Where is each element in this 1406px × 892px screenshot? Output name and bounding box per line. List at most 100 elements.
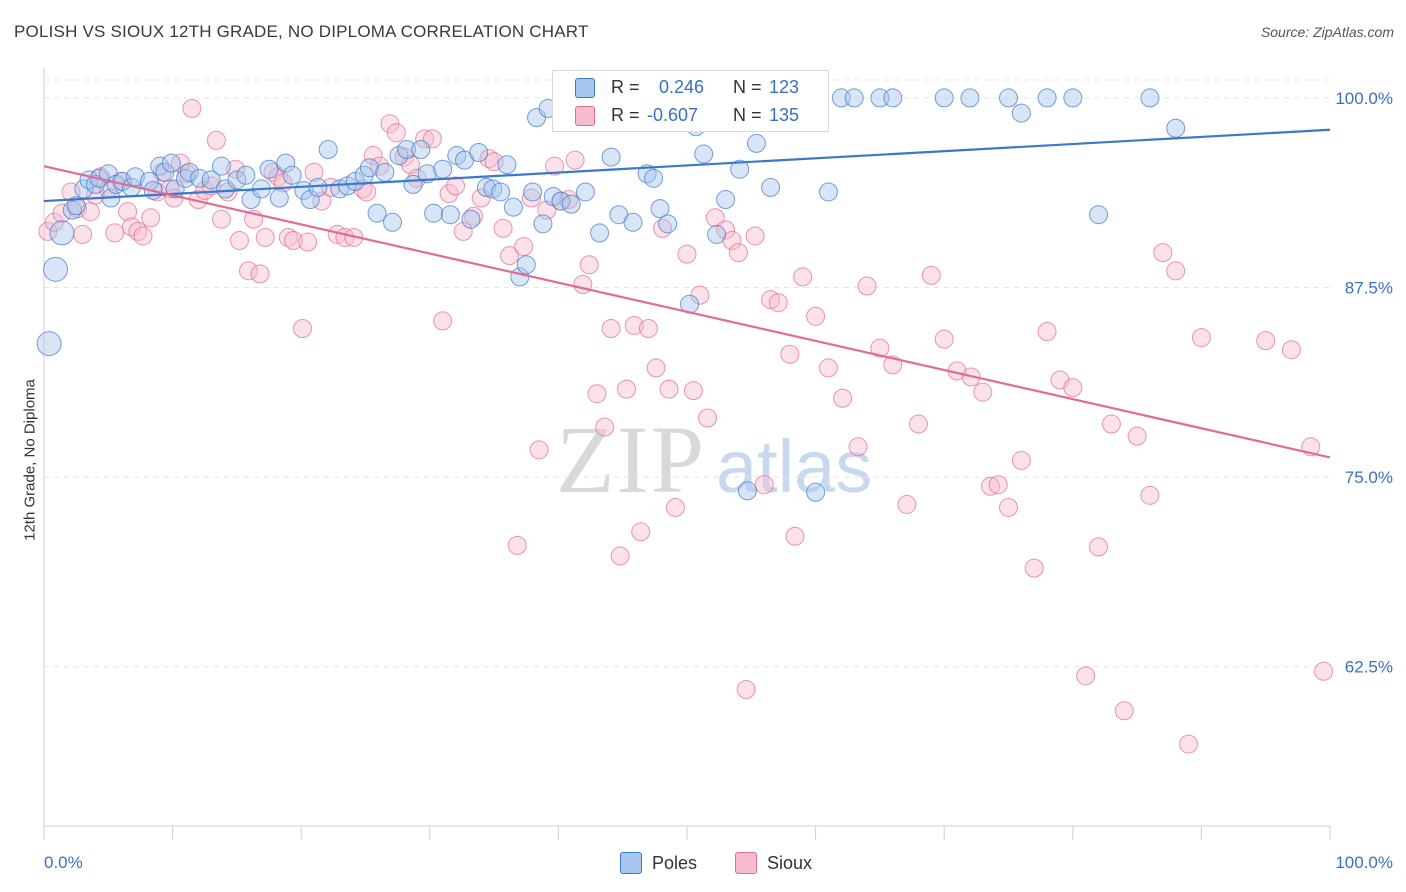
sioux-point xyxy=(250,264,270,284)
sioux-point xyxy=(833,388,853,408)
watermark-atlas: atlas xyxy=(716,425,872,508)
poles-point xyxy=(730,159,750,179)
sioux-point xyxy=(665,497,685,517)
poles-point xyxy=(844,88,864,108)
sioux-point xyxy=(500,246,520,266)
sioux-point xyxy=(565,150,585,170)
legend-sioux-swatch xyxy=(735,852,758,874)
poles-point xyxy=(36,331,62,357)
poles-point xyxy=(623,212,643,232)
sioux-point xyxy=(988,475,1008,495)
sioux-point xyxy=(1179,734,1199,754)
sioux-point xyxy=(1140,485,1160,505)
poles-point xyxy=(440,205,460,225)
sioux-point xyxy=(141,208,161,228)
poles-swatch xyxy=(575,78,595,98)
x-tick-label: 100.0% xyxy=(1335,853,1393,872)
sioux-r-label: R = xyxy=(611,105,640,125)
poles-point xyxy=(601,147,621,167)
sioux-point xyxy=(386,123,406,143)
y-tick-label: 100.0% xyxy=(1335,89,1393,108)
poles-point xyxy=(483,179,503,199)
poles-point xyxy=(359,158,379,178)
sioux-point xyxy=(897,494,917,514)
poles-point xyxy=(1037,88,1057,108)
sioux-point xyxy=(1011,450,1031,470)
x-tick-label: 0.0% xyxy=(44,853,83,872)
poles-point xyxy=(236,165,256,185)
sioux-point xyxy=(278,227,298,247)
poles-point xyxy=(461,209,481,229)
sioux-point xyxy=(363,146,383,166)
sioux-point xyxy=(973,382,993,402)
legend-poles-label: Poles xyxy=(652,852,698,873)
sioux-point xyxy=(573,274,593,294)
sioux-point xyxy=(638,318,658,338)
y-tick-label: 75.0% xyxy=(1345,468,1393,487)
poles-point xyxy=(746,133,766,153)
poles-point xyxy=(716,190,736,210)
stats-row-poles: R = 0.246 N = 123 xyxy=(553,73,828,101)
y-axis-label: 12th Grade, No Diploma xyxy=(21,379,39,541)
sioux-point xyxy=(1063,378,1083,398)
legend: Poles Sioux xyxy=(620,852,812,874)
sioux-point xyxy=(736,679,756,699)
sioux-point xyxy=(698,408,718,428)
poles-point xyxy=(883,88,903,108)
sioux-point xyxy=(728,243,748,263)
poles-point xyxy=(533,214,553,234)
sioux-point xyxy=(292,318,312,338)
poles-point xyxy=(1089,205,1109,225)
sioux-point xyxy=(464,206,484,226)
sioux-point xyxy=(806,306,826,326)
legend-item-sioux[interactable]: Sioux xyxy=(735,852,812,874)
sioux-point xyxy=(980,476,1000,496)
sioux-point xyxy=(545,156,565,176)
sioux-point xyxy=(921,265,941,285)
stats-box: R = 0.246 N = 123 R = -0.607 N = 135 xyxy=(552,70,829,132)
sioux-point xyxy=(298,232,318,252)
poles-point xyxy=(417,164,437,184)
sioux-point xyxy=(595,417,615,437)
sioux-point xyxy=(1076,666,1096,686)
sioux-point xyxy=(283,231,303,251)
poles-n-label: N = xyxy=(733,77,762,97)
sioux-point xyxy=(1256,331,1276,351)
poles-point xyxy=(1011,103,1031,123)
poles-point xyxy=(179,162,199,182)
poles-point xyxy=(49,220,75,246)
poles-point xyxy=(1140,88,1160,108)
poles-point xyxy=(424,203,444,223)
sioux-point xyxy=(870,338,890,358)
sioux-point xyxy=(646,358,666,378)
sioux-point xyxy=(1281,340,1301,360)
poles-point xyxy=(43,256,69,282)
legend-sioux-label: Sioux xyxy=(767,852,813,873)
sioux-n-value: 135 xyxy=(769,105,800,125)
sioux-point xyxy=(745,226,765,246)
poles-point xyxy=(818,182,838,202)
poles-point xyxy=(397,139,417,159)
poles-point xyxy=(276,153,296,173)
sioux-point xyxy=(133,226,153,246)
sioux-point xyxy=(238,261,258,281)
y-tick-label: 87.5% xyxy=(1345,279,1393,298)
sioux-point xyxy=(118,202,138,222)
poles-point xyxy=(227,170,247,190)
sioux-point xyxy=(211,209,231,229)
poles-point xyxy=(367,203,387,223)
sioux-point xyxy=(182,99,202,119)
poles-point xyxy=(433,159,453,179)
poles-point xyxy=(175,168,195,188)
sioux-point xyxy=(226,159,246,179)
sioux-point xyxy=(370,156,390,176)
sioux-trend-line xyxy=(43,165,1331,459)
sioux-point xyxy=(73,224,93,244)
y-tick-label: 62.5% xyxy=(1345,658,1393,677)
poles-point xyxy=(66,196,86,216)
poles-point xyxy=(650,199,670,219)
poles-point xyxy=(737,481,757,501)
legend-item-poles[interactable]: Poles xyxy=(620,852,697,874)
poles-point xyxy=(411,139,431,159)
